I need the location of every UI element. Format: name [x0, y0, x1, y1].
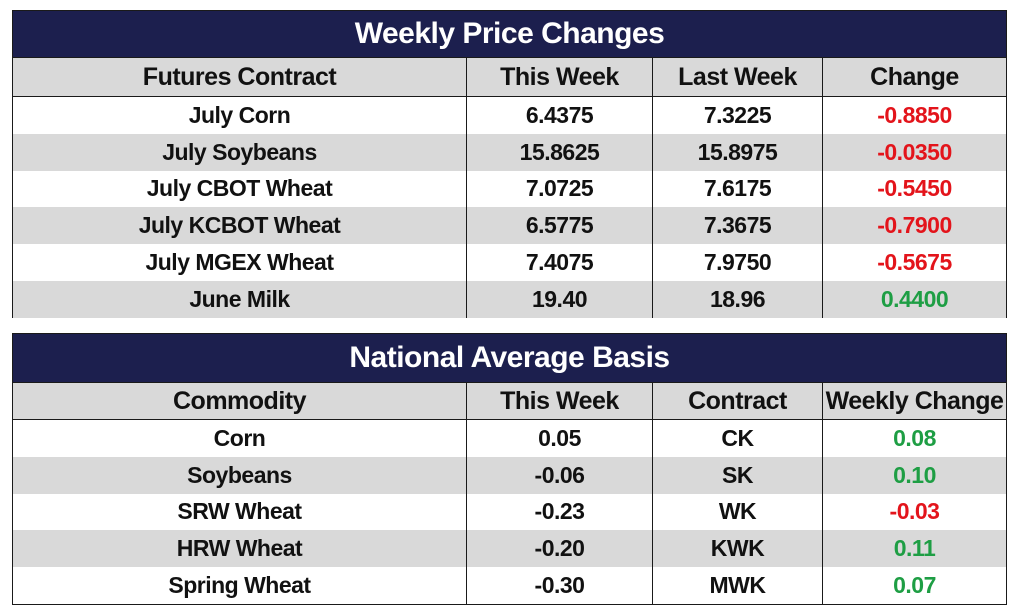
column-header: This Week	[467, 383, 653, 419]
change-cell: -0.5450	[877, 175, 952, 202]
commodity-cell: Soybeans	[13, 456, 467, 494]
this-week-cell: 15.8625	[467, 133, 653, 171]
this-week-cell: 7.4075	[467, 244, 653, 281]
contract-cell: CK	[653, 420, 823, 457]
table-row: SRW Wheat -0.23 WK -0.03	[13, 493, 1006, 531]
last-week-cell: 7.9750	[653, 244, 823, 281]
contract-cell: July KCBOT Wheat	[13, 207, 467, 245]
this-week-cell: -0.06	[467, 456, 653, 494]
column-header: Weekly Change	[825, 386, 1004, 415]
this-week-cell: 0.05	[467, 420, 653, 457]
table-title: Weekly Price Changes	[13, 11, 1006, 58]
header-row: Commodity This Week Contract Weekly Chan…	[13, 383, 1006, 420]
table-row: June Milk 19.40 18.96 0.4400	[13, 280, 1006, 318]
contract-cell: July CBOT Wheat	[13, 170, 467, 208]
column-header: This Week	[467, 58, 653, 96]
this-week-cell: 6.5775	[467, 207, 653, 245]
commodity-cell: HRW Wheat	[13, 530, 467, 568]
last-week-cell: 7.3675	[653, 207, 823, 245]
contract-cell: July Soybeans	[13, 133, 467, 171]
commodity-cell: Spring Wheat	[13, 567, 467, 604]
weekly-change-cell: -0.03	[889, 498, 940, 525]
header-row: Futures Contract This Week Last Week Cha…	[13, 58, 1006, 97]
contract-cell: July MGEX Wheat	[13, 244, 467, 281]
weekly-change-cell: 0.08	[893, 424, 936, 451]
this-week-cell: 19.40	[467, 280, 653, 318]
change-cell: -0.7900	[877, 212, 952, 239]
column-header: Futures Contract	[13, 58, 467, 96]
this-week-cell: 6.4375	[467, 97, 653, 134]
contract-cell: June Milk	[13, 280, 467, 318]
table-title: National Average Basis	[13, 334, 1006, 383]
last-week-cell: 7.3225	[653, 97, 823, 134]
table-row: HRW Wheat -0.20 KWK 0.11	[13, 530, 1006, 568]
column-header: Change	[870, 62, 959, 91]
weekly-price-changes-table: Weekly Price Changes Futures Contract Th…	[12, 10, 1007, 318]
contract-cell: MWK	[653, 567, 823, 604]
weekly-change-cell: 0.07	[893, 572, 936, 599]
last-week-cell: 7.6175	[653, 170, 823, 208]
table-row: July CBOT Wheat 7.0725 7.6175 -0.5450	[13, 170, 1006, 208]
change-cell: -0.0350	[877, 138, 952, 165]
table-row: Spring Wheat -0.30 MWK 0.07	[13, 567, 1006, 604]
weekly-change-cell: 0.10	[893, 461, 936, 488]
this-week-cell: -0.20	[467, 530, 653, 568]
table-row: Soybeans -0.06 SK 0.10	[13, 456, 1006, 494]
table-row: July Corn 6.4375 7.3225 -0.8850	[13, 97, 1006, 134]
last-week-cell: 18.96	[653, 280, 823, 318]
change-cell: -0.5675	[877, 249, 952, 276]
contract-cell: KWK	[653, 530, 823, 568]
column-header: Contract	[653, 383, 823, 419]
contract-cell: July Corn	[13, 97, 467, 134]
this-week-cell: -0.23	[467, 493, 653, 531]
this-week-cell: -0.30	[467, 567, 653, 604]
column-header: Last Week	[653, 58, 823, 96]
last-week-cell: 15.8975	[653, 133, 823, 171]
this-week-cell: 7.0725	[467, 170, 653, 208]
national-average-basis-table: National Average Basis Commodity This We…	[12, 333, 1007, 605]
table-row: July MGEX Wheat 7.4075 7.9750 -0.5675	[13, 244, 1006, 281]
table-row: July KCBOT Wheat 6.5775 7.3675 -0.7900	[13, 207, 1006, 245]
contract-cell: SK	[653, 456, 823, 494]
commodity-cell: Corn	[13, 420, 467, 457]
table-row: Corn 0.05 CK 0.08	[13, 420, 1006, 457]
contract-cell: WK	[653, 493, 823, 531]
commodity-cell: SRW Wheat	[13, 493, 467, 531]
column-header: Commodity	[13, 383, 467, 419]
change-cell: -0.8850	[877, 101, 952, 128]
change-cell: 0.4400	[880, 285, 949, 312]
table-row: July Soybeans 15.8625 15.8975 -0.0350	[13, 133, 1006, 171]
weekly-change-cell: 0.11	[893, 535, 936, 562]
